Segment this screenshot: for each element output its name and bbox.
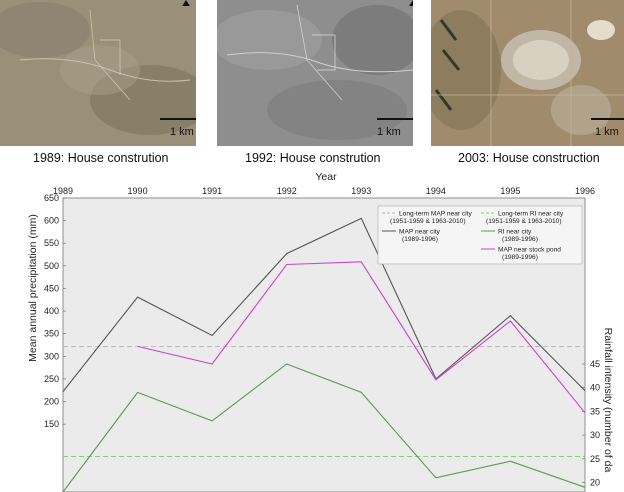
series-line-ri-near-city [62,363,586,492]
y-left-tick-labels: 150 200 250 300 350 400 450 500 550 600 650 [44,193,66,429]
y-right-tick-label: 30 [590,430,600,440]
legend-detail-map-near-city: (1989-1996) [402,236,438,243]
y-left-tick-label: 250 [44,374,59,384]
legend-detail-long-term-map: (1951-1959 & 1963-2010) [390,218,466,225]
legend-detail-ri-near-city: (1989-1996) [502,236,538,243]
legend-detail-map-stock-pond: (1989-1996) [502,254,538,261]
panel-caption-1989: 1989: House constrution [33,151,169,165]
y-left-tick-label: 400 [44,306,59,316]
y-right-axis-label: Rainfall intensity (number of da [602,328,614,473]
legend-label-map-stock-pond: MAP near stock pond [498,247,561,254]
legend-detail-long-term-ri: (1951-1959 & 1963-2010) [486,218,562,225]
precipitation-chart: Year 1989 1990 1991 1992 1993 1994 1995 1996 15… [27,171,614,492]
x-tick-label: 1993 [351,186,371,196]
y-left-tick-label: 600 [44,216,59,226]
satellite-image-1989: 1 km [0,0,196,146]
y-left-tick-label: 350 [44,329,59,339]
x-tick-label: 1995 [500,186,520,196]
legend-label-long-term-ri: Long-term RI near city [498,211,564,218]
x-tick-label: 1992 [277,186,297,196]
x-tick-label: 1989 [53,186,73,196]
y-right-tick-label: 25 [590,454,600,464]
scale-bar-label: 1 km [170,126,194,138]
legend: Long-term MAP near city (1951-1959 & 196… [377,205,583,265]
legend-label-ri-near-city: RI near city [498,229,532,236]
series-layer [62,217,586,492]
x-axis-label: Year [315,171,337,183]
series-line-map-near-stock-pond [137,261,586,414]
y-left-tick-label: 450 [44,283,59,293]
y-left-axis-label: Mean annual precipitation (mm) [27,214,39,362]
panel-caption-1992: 1992: House constrution [245,151,381,165]
y-right-tick-label: 20 [590,478,600,488]
x-tick-label: 1994 [426,186,446,196]
y-right-tick-label: 35 [590,406,600,416]
scale-bar-label: 1 km [377,126,401,138]
legend-box [377,205,583,265]
y-right-tick-label: 40 [590,383,600,393]
y-right-tick-label: 45 [590,359,600,369]
scale-bar-label: 1 km [595,126,619,138]
x-tick-label: 1996 [575,186,595,196]
y-left-tick-label: 650 [44,193,59,203]
satellite-image-1992: 1 km [217,0,413,146]
satellite-image-2003: 1 km [431,0,624,146]
x-tick-label: 1990 [128,186,148,196]
y-left-tick-label: 150 [44,419,59,429]
y-left-tick-label: 200 [44,397,59,407]
y-left-tick-label: 550 [44,238,59,248]
y-right-tick-labels: 20 25 30 35 40 45 [582,359,600,488]
y-left-tick-label: 500 [44,261,59,271]
x-tick-label: 1991 [202,186,222,196]
legend-label-map-near-city: MAP near city [399,229,441,236]
panel-caption-2003: 2003: House construction [458,151,600,165]
y-left-tick-label: 300 [44,351,59,361]
series-line-map-near-city [62,217,586,392]
legend-label-long-term-map: Long-term MAP near city [399,211,473,218]
